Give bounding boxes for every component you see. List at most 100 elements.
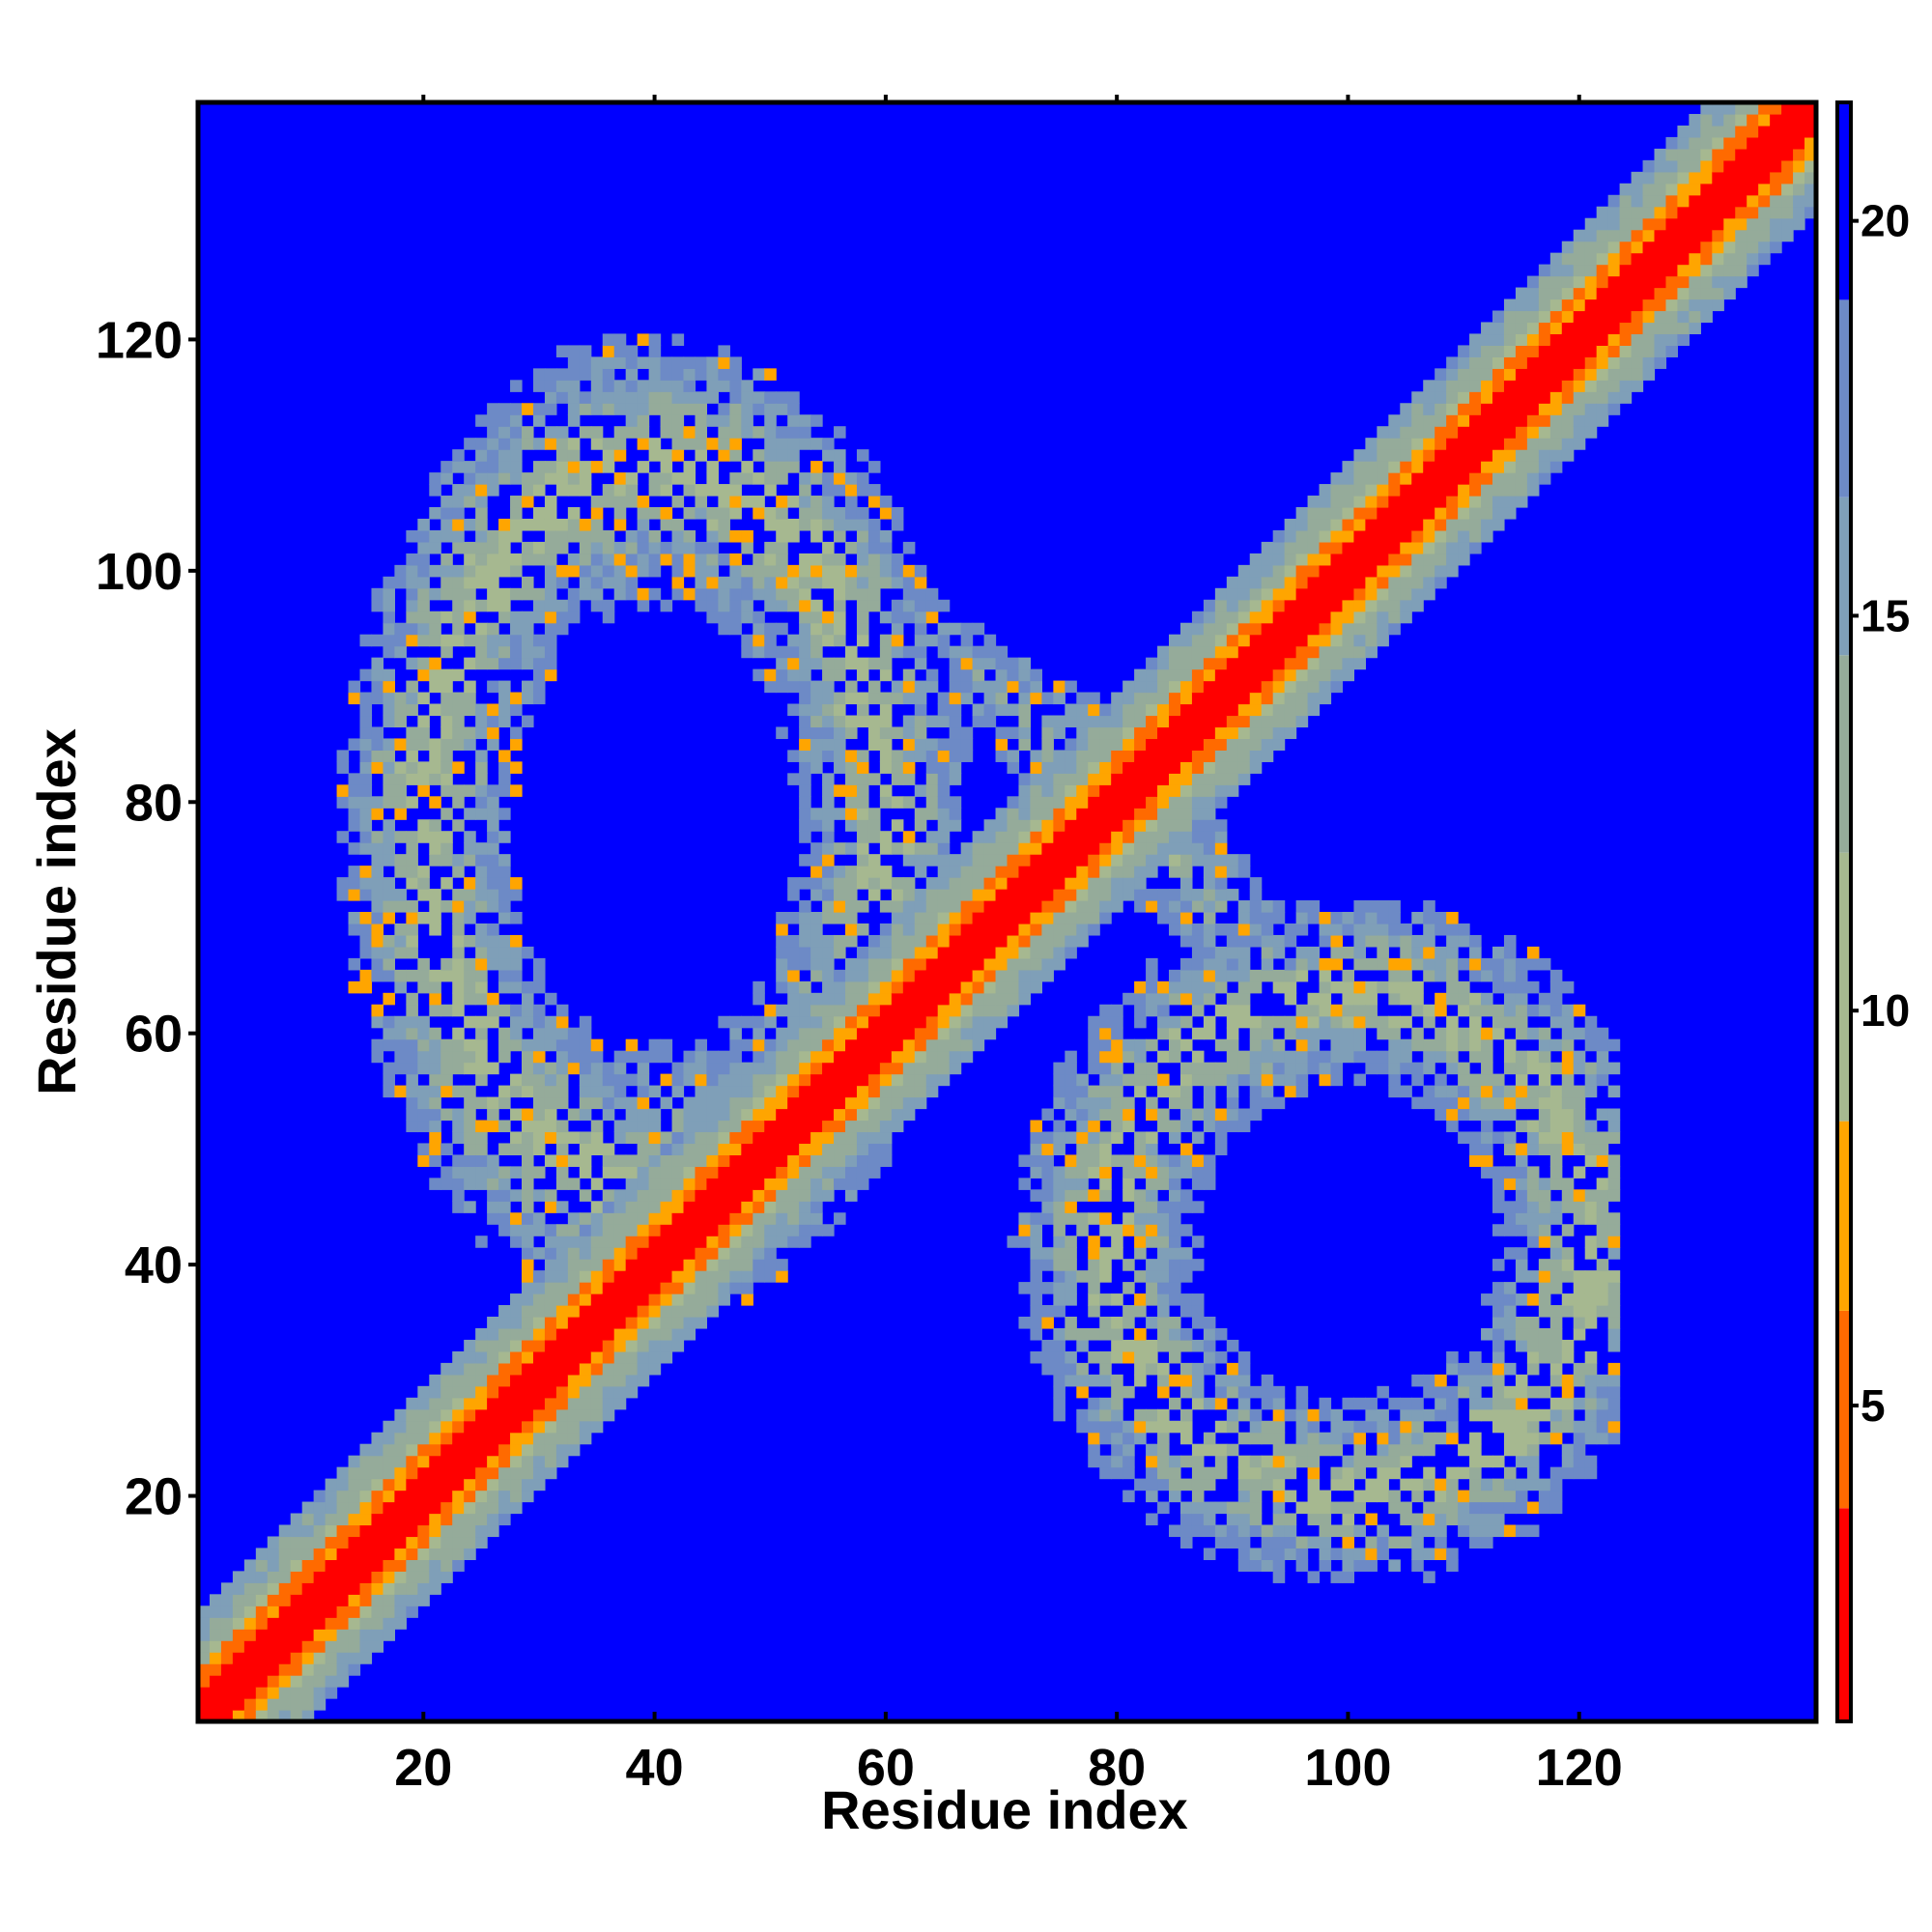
heatmap-cell	[359, 1548, 373, 1560]
heatmap-cell	[440, 576, 453, 589]
heatmap-cell	[937, 784, 951, 797]
heatmap-cell	[729, 1120, 742, 1133]
heatmap-cell	[891, 796, 904, 809]
heatmap-cell	[902, 957, 916, 971]
heatmap-cell	[532, 692, 546, 705]
heatmap-cell	[1169, 1270, 1181, 1283]
heatmap-cell	[1249, 1038, 1263, 1052]
heatmap-cell	[429, 1408, 441, 1422]
heatmap-cell	[1007, 980, 1020, 994]
heatmap-cell	[867, 831, 881, 843]
heatmap-cell	[1099, 1466, 1112, 1480]
heatmap-cell	[1030, 1236, 1042, 1248]
heatmap-cell	[1272, 1385, 1286, 1399]
heatmap-cell	[487, 1443, 499, 1457]
heatmap-cell	[879, 750, 893, 762]
heatmap-cell	[1088, 1420, 1100, 1434]
heatmap-cell	[440, 668, 453, 682]
heatmap-cell	[625, 380, 639, 392]
heatmap-cell	[799, 438, 811, 450]
heatmap-cell	[1111, 1131, 1123, 1145]
heatmap-cell	[406, 866, 418, 878]
heatmap-cell	[1342, 553, 1355, 566]
heatmap-cell	[695, 414, 708, 427]
heatmap-cell	[1030, 980, 1042, 994]
heatmap-cell	[579, 1270, 592, 1283]
heatmap-cell	[243, 1629, 257, 1641]
heatmap-cell	[834, 1027, 846, 1040]
heatmap-cell	[383, 796, 395, 809]
heatmap-cell	[1076, 1212, 1089, 1225]
heatmap-cell	[834, 461, 846, 473]
heatmap-cell	[810, 761, 823, 774]
heatmap-cell	[406, 1571, 418, 1583]
heatmap-cell	[1111, 877, 1123, 890]
heatmap-cell	[729, 1108, 742, 1122]
heatmap-cell	[949, 1038, 962, 1052]
heatmap-cell	[1435, 1513, 1447, 1526]
heatmap-cell	[464, 680, 476, 694]
heatmap-cell	[1214, 726, 1228, 740]
heatmap-cell	[487, 1408, 499, 1422]
heatmap-cell	[1203, 1478, 1216, 1492]
heatmap-cell	[1365, 496, 1378, 508]
heatmap-cell	[567, 356, 581, 369]
heatmap-cell	[510, 1327, 523, 1341]
heatmap-cell	[555, 1120, 569, 1133]
heatmap-cell	[683, 1282, 696, 1294]
heatmap-cell	[1226, 726, 1239, 740]
heatmap-cell	[348, 1466, 361, 1480]
heatmap-cell	[1295, 1548, 1309, 1560]
heatmap-cell	[590, 438, 604, 450]
heatmap-cell	[856, 657, 869, 670]
heatmap-cell	[487, 808, 499, 820]
heatmap-cell	[879, 866, 893, 878]
heatmap-cell	[1191, 1050, 1205, 1064]
heatmap-cell	[1099, 1004, 1112, 1017]
heatmap-cell	[1458, 449, 1470, 462]
heatmap-cell	[1261, 576, 1274, 589]
heatmap-cell	[1423, 518, 1435, 531]
heatmap-cell	[1099, 1408, 1112, 1422]
heatmap-cell	[1249, 645, 1263, 659]
heatmap-cell	[856, 900, 869, 913]
heatmap-cell	[440, 1501, 453, 1515]
heatmap-cell	[1469, 1362, 1482, 1376]
heatmap-cell	[555, 1166, 569, 1179]
heatmap-cell	[1261, 750, 1274, 762]
heatmap-cell	[487, 587, 499, 601]
heatmap-cell	[1295, 923, 1309, 936]
heatmap-cell	[498, 1397, 511, 1410]
heatmap-cell	[371, 1524, 384, 1538]
heatmap-cell	[1458, 1085, 1470, 1098]
heatmap-cell	[937, 761, 951, 774]
heatmap-cell	[464, 1178, 476, 1190]
heatmap-cell	[1423, 946, 1435, 959]
heatmap-cell	[544, 461, 557, 473]
heatmap-cell	[544, 587, 557, 601]
heatmap-cell	[336, 1640, 350, 1653]
heatmap-cell	[729, 391, 742, 404]
heatmap-cell	[1169, 1236, 1181, 1248]
heatmap-cell	[522, 541, 534, 554]
heatmap-cell	[1261, 541, 1274, 554]
heatmap-cell	[394, 1501, 407, 1515]
heatmap-cell	[498, 877, 511, 890]
heatmap-cell	[1411, 1073, 1424, 1087]
heatmap-cell	[1134, 1339, 1147, 1352]
heatmap-cell	[683, 461, 696, 473]
heatmap-cell	[1134, 808, 1147, 820]
heatmap-cell	[394, 1571, 407, 1583]
heatmap-cell	[1191, 980, 1205, 994]
heatmap-cell	[1388, 1062, 1401, 1075]
heatmap-cell	[602, 1212, 615, 1225]
heatmap-cell	[1388, 553, 1401, 566]
heatmap-cell	[1214, 923, 1228, 936]
heatmap-cell	[706, 541, 719, 554]
heatmap-cell	[776, 599, 788, 612]
heatmap-cell	[1111, 1339, 1123, 1352]
heatmap-cell	[475, 854, 488, 867]
heatmap-cell	[799, 750, 811, 762]
heatmap-cell	[1088, 750, 1100, 762]
